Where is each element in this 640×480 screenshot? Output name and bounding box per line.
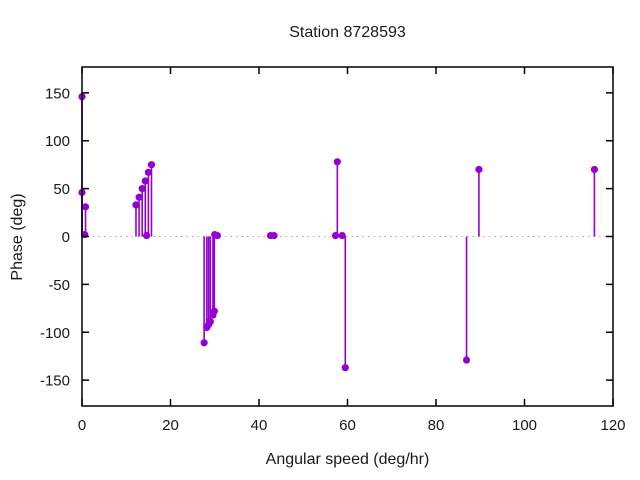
x-tick-label: 0 xyxy=(78,417,86,434)
y-tick-label: -50 xyxy=(48,277,70,294)
y-tick-label: 0 xyxy=(62,229,70,246)
data-point xyxy=(141,177,149,185)
data-point xyxy=(81,203,90,211)
data-point xyxy=(132,201,140,209)
data-point xyxy=(338,231,346,240)
y-tick-label: -150 xyxy=(40,373,70,390)
data-point xyxy=(341,364,349,372)
y-tick-label: -100 xyxy=(40,325,70,342)
data-point xyxy=(135,193,143,201)
x-tick-label: 20 xyxy=(162,417,179,434)
y-tick-label: 50 xyxy=(53,181,70,198)
data-point xyxy=(333,158,341,166)
chart-title: Station 8728593 xyxy=(289,24,406,41)
y-axis-label: Phase (deg) xyxy=(9,193,26,281)
data-point xyxy=(331,231,340,240)
data-point xyxy=(206,318,214,326)
y-ticks xyxy=(82,92,613,381)
data-point xyxy=(144,168,152,176)
data-point xyxy=(138,185,146,193)
data-point xyxy=(462,356,471,364)
y-tick-labels: -150 -100 -50 0 50 100 150 xyxy=(40,85,70,389)
x-tick-label: 80 xyxy=(428,417,445,434)
data-point xyxy=(475,165,483,174)
y-tick-label: 150 xyxy=(45,85,70,102)
x-tick-label: 120 xyxy=(600,417,625,434)
data-point xyxy=(147,161,156,169)
x-tick-label: 60 xyxy=(339,417,356,434)
data-series xyxy=(78,93,599,372)
data-point xyxy=(270,231,278,240)
x-tick-label: 40 xyxy=(251,417,268,434)
x-axis-label: Angular speed (deg/hr) xyxy=(265,451,430,468)
data-point xyxy=(143,231,151,240)
data-point xyxy=(213,231,222,240)
data-point xyxy=(210,307,218,315)
data-point xyxy=(200,339,208,347)
y-tick-label: 100 xyxy=(45,133,70,150)
data-point xyxy=(590,165,599,174)
x-tick-label: 100 xyxy=(512,417,537,434)
x-ticks xyxy=(81,67,614,406)
x-tick-labels: 0 20 40 60 80 100 120 xyxy=(78,417,626,434)
